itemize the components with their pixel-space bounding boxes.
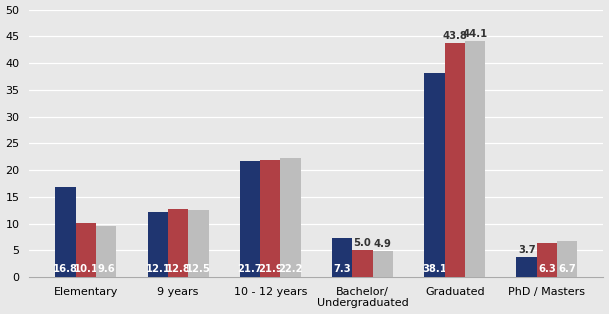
Bar <box>148 212 168 277</box>
Text: 16.8: 16.8 <box>53 264 78 274</box>
Bar <box>96 226 116 277</box>
Text: 6.3: 6.3 <box>538 264 556 274</box>
Bar <box>76 223 96 277</box>
Text: 38.1: 38.1 <box>422 264 447 274</box>
Bar <box>260 160 281 277</box>
Text: 21.9: 21.9 <box>258 264 283 274</box>
Text: 6.7: 6.7 <box>558 264 576 274</box>
Text: 9.6: 9.6 <box>97 264 115 274</box>
Bar <box>188 210 208 277</box>
Bar <box>353 250 373 277</box>
Bar <box>373 251 393 277</box>
Text: 43.8: 43.8 <box>442 30 467 41</box>
Bar <box>537 243 557 277</box>
Bar <box>557 241 577 277</box>
Text: 7.3: 7.3 <box>333 264 351 274</box>
Bar <box>332 238 353 277</box>
Bar <box>445 43 465 277</box>
Text: 3.7: 3.7 <box>518 245 535 255</box>
Text: 4.9: 4.9 <box>374 239 392 249</box>
Bar <box>516 257 537 277</box>
Bar <box>424 73 445 277</box>
Text: 12.1: 12.1 <box>146 264 171 274</box>
Text: 44.1: 44.1 <box>462 29 488 39</box>
Text: 12.5: 12.5 <box>186 264 211 274</box>
Text: 22.2: 22.2 <box>278 264 303 274</box>
Text: 12.8: 12.8 <box>166 264 191 274</box>
Text: 21.7: 21.7 <box>238 264 262 274</box>
Bar <box>168 208 188 277</box>
Text: 5.0: 5.0 <box>354 238 371 248</box>
Bar <box>465 41 485 277</box>
Bar <box>281 158 301 277</box>
Bar <box>55 187 76 277</box>
Text: 10.1: 10.1 <box>74 264 99 274</box>
Bar <box>240 161 260 277</box>
